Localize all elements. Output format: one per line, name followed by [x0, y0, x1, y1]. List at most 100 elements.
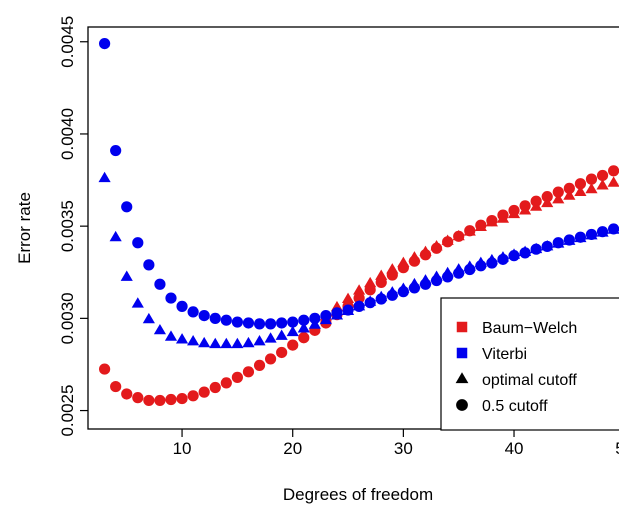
data-point: [164, 330, 178, 341]
data-point: [574, 178, 587, 190]
y-axis-title: Error rate: [15, 192, 34, 264]
data-point: [276, 317, 288, 329]
data-point: [530, 200, 543, 211]
data-point: [121, 388, 133, 400]
data-point: [209, 312, 221, 324]
data-point: [341, 292, 355, 303]
data-point: [353, 299, 366, 311]
data-point: [608, 165, 619, 177]
legend-symbol: [456, 321, 468, 333]
data-point: [552, 193, 565, 204]
data-point: [375, 290, 388, 302]
x-tick-label: 40: [505, 439, 524, 458]
data-point: [287, 339, 299, 351]
data-point: [441, 266, 454, 278]
data-point: [585, 182, 598, 194]
data-point: [231, 371, 243, 383]
data-point: [375, 269, 388, 280]
data-point: [541, 196, 554, 208]
data-point: [563, 189, 576, 200]
data-point: [419, 274, 432, 285]
data-point: [175, 333, 189, 344]
data-point: [98, 37, 111, 50]
legend-label: Viterbi: [482, 346, 527, 363]
data-point: [298, 314, 310, 326]
data-point: [132, 392, 144, 404]
data-point: [142, 312, 155, 324]
data-point: [154, 278, 166, 290]
data-point: [530, 242, 543, 254]
legend-symbol: [456, 399, 468, 411]
data-point: [364, 276, 377, 288]
x-tick-label: 10: [173, 439, 192, 458]
data-point: [541, 240, 554, 251]
data-point: [276, 346, 288, 359]
y-tick-label: 0.0025: [58, 385, 77, 437]
data-point: [519, 245, 532, 256]
data-point: [607, 176, 619, 187]
data-point: [397, 282, 410, 293]
data-point: [330, 309, 344, 320]
data-point: [353, 292, 365, 304]
data-point: [441, 234, 454, 245]
data-point: [474, 256, 487, 268]
data-point: [187, 390, 199, 402]
data-point: [430, 270, 443, 281]
data-point: [165, 292, 177, 304]
data-point: [496, 212, 510, 223]
data-point: [596, 179, 609, 190]
plot-frame: [87, 26, 619, 430]
data-point: [264, 318, 277, 330]
legend-label: optimal cutoff: [482, 372, 577, 389]
data-point: [187, 335, 200, 346]
data-point: [176, 300, 188, 312]
data-point: [209, 381, 221, 394]
legend-symbol: [455, 372, 469, 384]
legend-entry: Baum−Welch: [456, 320, 577, 337]
y-tick-label: 0.0040: [58, 108, 77, 160]
data-point: [198, 309, 210, 322]
legend-entry: Viterbi: [456, 346, 527, 363]
data-point: [275, 329, 288, 340]
legend-label: Baum−Welch: [482, 320, 577, 337]
data-point: [297, 322, 310, 333]
legend: Baum−Welch Viterbi optimal cutoff 0.5 cutof…: [440, 297, 619, 431]
legend-symbol: [456, 347, 468, 359]
data-point: [563, 234, 576, 245]
data-point: [231, 316, 243, 328]
data-point: [596, 226, 609, 237]
data-point: [242, 336, 255, 348]
data-point: [419, 245, 432, 256]
data-point: [109, 230, 122, 242]
data-point: [585, 228, 598, 240]
data-point: [397, 256, 410, 268]
y-tick-label: 0.0030: [58, 292, 77, 344]
data-point: [474, 220, 487, 232]
data-point: [98, 171, 111, 183]
data-point: [485, 216, 498, 227]
data-point: [253, 359, 266, 371]
data-point: [463, 225, 476, 236]
data-point: [341, 304, 355, 315]
data-point: [452, 229, 465, 241]
data-point: [120, 270, 133, 281]
y-tick-label: 0.0045: [58, 16, 77, 68]
data-point: [408, 277, 421, 289]
data-point: [253, 318, 266, 330]
legend-entry: optimal cutoff: [455, 372, 577, 389]
data-point: [364, 295, 377, 306]
data-point: [430, 240, 443, 251]
data-point: [308, 318, 321, 329]
data-point: [264, 332, 277, 343]
data-point: [121, 201, 133, 213]
data-point: [552, 237, 565, 248]
data-point: [287, 316, 299, 328]
data-point: [408, 251, 421, 262]
data-point: [286, 325, 299, 337]
data-point: [220, 314, 232, 326]
data-point: [143, 394, 155, 407]
data-point: [507, 248, 521, 259]
data-points: [98, 37, 619, 407]
data-point: [596, 169, 609, 182]
